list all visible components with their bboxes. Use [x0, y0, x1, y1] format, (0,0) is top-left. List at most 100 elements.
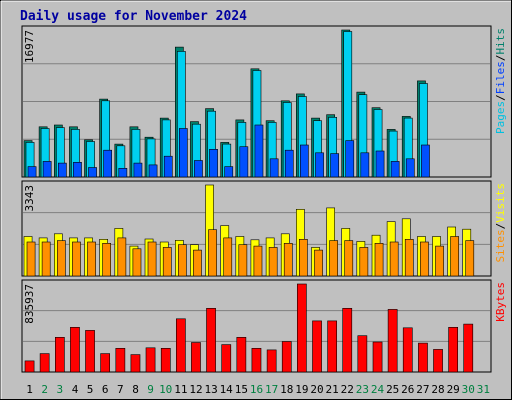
bar-kbytes	[191, 342, 201, 373]
bar-kbytes	[54, 336, 65, 373]
panel-visits_sites: 3343 Sites/Visits	[21, 180, 507, 277]
bar-sites	[359, 247, 369, 277]
bar-pages	[57, 162, 67, 178]
bar-pages	[330, 153, 340, 178]
chart-title: Daily usage for November 2024	[20, 9, 247, 24]
bar-sites	[132, 248, 142, 277]
bar-kbytes	[296, 283, 307, 373]
bar-kbytes	[251, 347, 262, 373]
panel-kbytes: 835937 KBytes	[21, 279, 507, 373]
bar-kbytes	[463, 323, 474, 373]
bar-sites	[193, 249, 202, 277]
bar-kbytes	[387, 309, 398, 373]
day-label: 27	[416, 383, 429, 396]
legend-separator: /	[494, 55, 507, 62]
bar-kbytes	[236, 336, 247, 373]
bar-pages	[315, 152, 324, 178]
bar-kbytes	[70, 326, 80, 373]
day-label: 21	[325, 383, 338, 396]
bar-pages	[163, 155, 173, 178]
day-label: 8	[132, 383, 139, 396]
day-label: 4	[72, 383, 79, 396]
bar-pages	[375, 150, 385, 178]
day-label: 7	[117, 383, 124, 396]
bar-kbytes	[221, 344, 232, 373]
bar-sites	[72, 241, 81, 277]
bar-pages	[179, 128, 188, 178]
day-label: 6	[102, 383, 109, 396]
bar-pages	[42, 161, 52, 178]
bar-sites	[344, 240, 354, 277]
legend-separator: /	[494, 94, 507, 101]
bar-sites	[223, 237, 233, 277]
bar-sites	[389, 241, 399, 277]
bar-sites	[465, 240, 475, 277]
bar-sites	[374, 243, 384, 277]
bar-pages	[209, 149, 218, 178]
day-label: 16	[250, 383, 263, 396]
bar-sites	[298, 239, 308, 277]
bar-pages	[345, 140, 355, 178]
bar-pages	[405, 158, 415, 178]
bar-pages	[27, 166, 37, 178]
bar-pages	[299, 144, 309, 178]
side-legend: Sites/Visits	[494, 183, 507, 263]
day-label: 17	[265, 383, 278, 396]
bar-kbytes	[266, 349, 277, 373]
legend-separator: /	[494, 223, 507, 230]
side-legend: Pages/Files/Hits	[494, 28, 507, 134]
legend-kbytes: KBytes	[494, 282, 507, 322]
bar-sites	[102, 243, 111, 277]
max-label: 3343	[23, 185, 36, 212]
bar-sites	[283, 243, 293, 277]
bar-sites	[41, 241, 51, 277]
bar-pages	[133, 162, 143, 178]
day-label: 9	[147, 383, 154, 396]
bar-sites	[420, 241, 429, 277]
panel-hits_files_pages: 16977 Pages/Files/Hits	[21, 25, 507, 178]
day-label: 28	[431, 383, 444, 396]
day-label: 25	[386, 383, 399, 396]
bar-sites	[253, 245, 263, 277]
bar-kbytes	[448, 326, 459, 373]
bar-pages	[88, 167, 97, 178]
bar-kbytes	[342, 307, 353, 373]
day-label: 19	[295, 383, 308, 396]
bar-sites	[56, 240, 66, 277]
legend-visits: Visits	[494, 183, 507, 223]
legend-pages: Pages	[494, 101, 507, 134]
bar-sites	[117, 237, 127, 277]
bar-kbytes	[39, 353, 50, 373]
max-label: 16977	[23, 30, 36, 63]
day-label: 2	[41, 383, 48, 396]
bar-kbytes	[24, 360, 35, 373]
bar-sites	[268, 247, 278, 277]
bar-kbytes	[312, 320, 322, 373]
day-label: 29	[447, 383, 460, 396]
bar-sites	[162, 247, 172, 277]
legend-hits: Hits	[494, 28, 507, 55]
day-label: 3	[56, 383, 63, 396]
bar-kbytes	[115, 347, 126, 373]
bar-pages	[421, 144, 430, 178]
day-label: 11	[174, 383, 187, 396]
bar-sites	[238, 244, 248, 277]
bar-pages	[194, 160, 203, 178]
bar-pages	[390, 161, 400, 178]
bar-kbytes	[372, 341, 383, 373]
day-label: 5	[87, 383, 94, 396]
day-label: 1	[26, 383, 33, 396]
day-label: 13	[204, 383, 217, 396]
legend-sites: Sites	[494, 229, 507, 262]
bar-kbytes	[433, 349, 443, 373]
bar-kbytes	[176, 318, 186, 373]
bar-pages	[239, 146, 249, 178]
bar-sites	[208, 229, 217, 277]
day-label: 12	[189, 383, 202, 396]
bar-sites	[404, 239, 414, 277]
day-label: 23	[356, 383, 369, 396]
bar-kbytes	[145, 347, 156, 373]
bar-kbytes	[85, 330, 95, 373]
bar-pages	[360, 152, 370, 178]
day-label: 18	[280, 383, 293, 396]
